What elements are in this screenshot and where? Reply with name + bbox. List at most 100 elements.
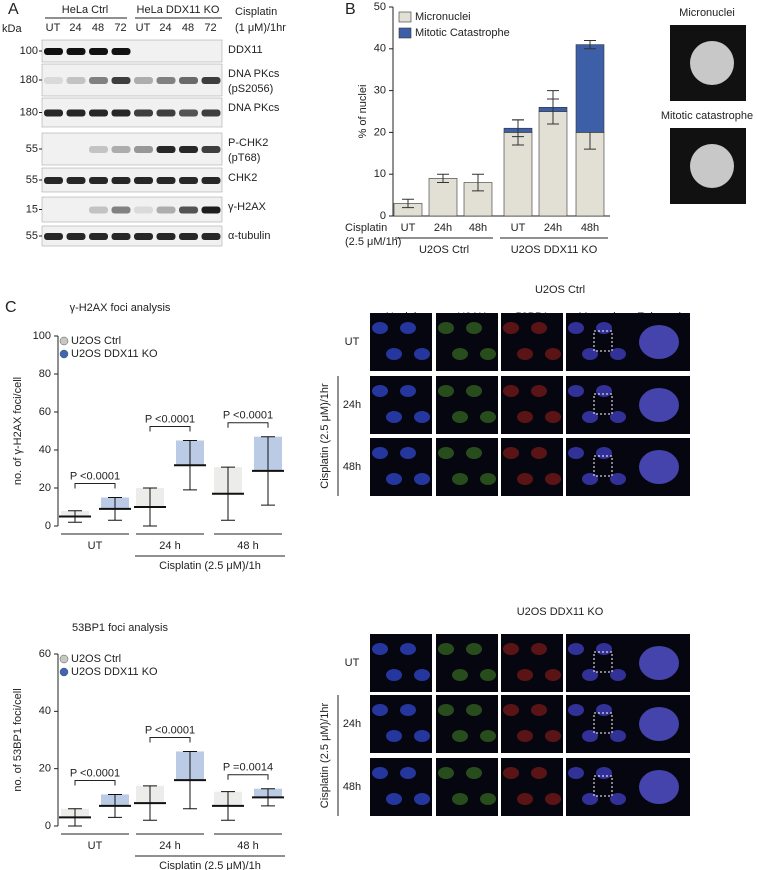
zoom-box — [593, 775, 613, 797]
label: Micronuclei — [679, 7, 735, 19]
label: Cisplatin (2.5 μM)/1h — [159, 560, 261, 572]
band — [179, 77, 198, 84]
nucleus — [610, 669, 626, 681]
micrograph — [436, 438, 498, 496]
band — [134, 109, 153, 117]
band — [66, 109, 86, 117]
label: UT — [345, 336, 360, 348]
bracket — [149, 736, 191, 743]
band — [89, 77, 108, 84]
nucleus — [386, 730, 402, 742]
nucleus — [480, 669, 496, 681]
label: (2.5 μM/1h) — [345, 236, 401, 248]
nucleus — [545, 669, 561, 681]
micrograph — [501, 695, 563, 753]
nucleus — [582, 793, 598, 805]
y-tick-label: 40 — [39, 444, 51, 456]
error-bar — [584, 39, 596, 50]
label: U2OS DDX11 KO — [517, 606, 604, 618]
error-bar — [437, 173, 449, 184]
band — [89, 48, 108, 55]
micrograph — [436, 695, 498, 753]
label: UT — [46, 22, 61, 34]
band — [179, 146, 198, 153]
label: DDX11 — [228, 44, 263, 56]
bar — [428, 178, 458, 217]
micrograph — [370, 376, 432, 434]
nucleus — [568, 322, 584, 334]
legend-label: U2OS DDX11 KO — [71, 348, 158, 360]
label: 53BP1 foci analysis — [72, 622, 168, 634]
label: kDa — [2, 23, 22, 35]
nucleus — [568, 447, 584, 459]
label: U2OS Ctrl — [419, 244, 469, 256]
label: DNA PKcs — [228, 102, 280, 114]
nucleus — [596, 385, 612, 397]
zoom-box — [593, 455, 613, 477]
label: P <0.0001 — [70, 470, 120, 482]
nucleus — [582, 669, 598, 681]
x-tick-label: 48 h — [237, 840, 258, 852]
bracket — [74, 779, 116, 786]
label: P-CHK2 — [228, 137, 268, 149]
nucleus — [639, 450, 679, 484]
nucleus — [568, 704, 584, 716]
label: Cisplatin (2.5 μM)/1hr — [319, 383, 331, 489]
nucleus — [438, 767, 454, 779]
nucleus — [386, 473, 402, 485]
band — [201, 206, 221, 214]
y-tick-label: 20 — [39, 763, 51, 775]
band — [156, 77, 176, 84]
band — [156, 177, 176, 184]
nucleus — [517, 793, 533, 805]
y-tick-label: 0 — [45, 820, 51, 832]
band — [111, 206, 131, 214]
band — [201, 109, 221, 117]
nucleus — [414, 411, 430, 423]
band — [156, 206, 176, 214]
nucleus — [400, 643, 416, 655]
nucleus — [610, 411, 626, 423]
bracket — [227, 774, 269, 780]
label: P =0.0014 — [223, 762, 273, 774]
nucleus — [545, 411, 561, 423]
label: 24h — [343, 718, 361, 730]
legend-label: Mitotic Catastrophe — [415, 27, 510, 39]
zoom-box — [593, 651, 613, 673]
label: 48 — [92, 22, 104, 34]
nucleus — [400, 385, 416, 397]
nucleus — [480, 348, 496, 360]
nucleus — [480, 473, 496, 485]
bar — [503, 132, 533, 217]
error-bar — [512, 119, 524, 138]
nucleus — [414, 793, 430, 805]
micrograph — [566, 758, 628, 816]
bracket — [149, 426, 191, 432]
nucleus — [531, 643, 547, 655]
x-tick-label: UT — [88, 840, 103, 852]
nucleus — [610, 793, 626, 805]
band — [179, 109, 198, 117]
nucleus — [610, 730, 626, 742]
micrograph — [566, 376, 628, 434]
label: 180 — [20, 106, 38, 118]
band — [179, 233, 198, 240]
nucleus — [582, 348, 598, 360]
nucleus — [386, 348, 402, 360]
y-tick-label: 100 — [33, 330, 51, 342]
y-tick-label: 60 — [39, 648, 51, 660]
y-tick-label: 50 — [374, 1, 386, 13]
band — [156, 146, 176, 153]
nucleus — [568, 643, 584, 655]
label: 55 — [26, 174, 38, 186]
band — [201, 146, 221, 153]
bracket — [74, 483, 116, 489]
y-tick-label: 20 — [374, 126, 386, 138]
micrograph — [370, 695, 432, 753]
nucleus — [452, 730, 468, 742]
nucleus — [582, 730, 598, 742]
nucleus — [466, 704, 482, 716]
label: 72 — [114, 22, 126, 34]
band — [44, 48, 63, 55]
